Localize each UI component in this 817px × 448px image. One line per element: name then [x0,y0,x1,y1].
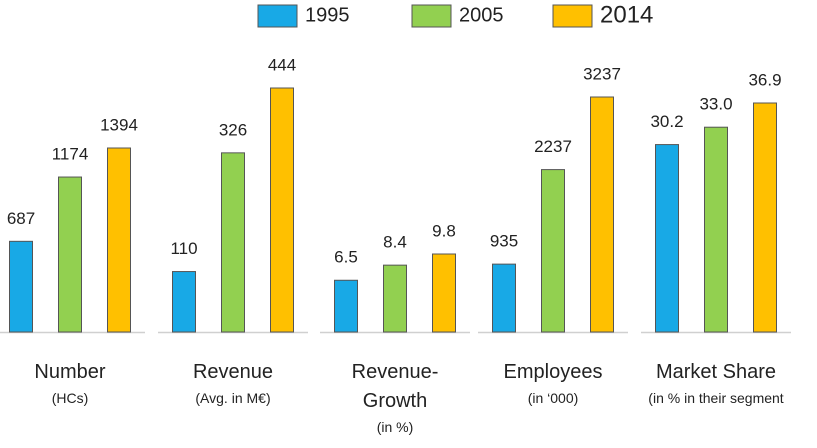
value-label: 30.2 [650,112,683,131]
value-label: 8.4 [383,233,407,252]
value-label: 9.8 [432,221,456,240]
bar [492,263,516,333]
category-note: (in %) [376,419,414,435]
legend-label: 1995 [305,4,350,26]
legend-swatch [257,4,298,28]
bar [590,96,614,333]
bar [655,144,679,333]
bar [334,279,358,333]
bar [221,152,245,333]
legend-swatch [552,4,593,28]
bar [270,87,294,333]
value-label: 6.5 [334,248,358,267]
value-label: 1394 [100,115,138,134]
category-group: Revenue (Avg. in M€) [148,358,318,409]
category-note: (Avg. in M€) [195,390,271,406]
category-group: Employees (in ‘000) [468,358,638,409]
bar [172,271,196,333]
bar [58,176,82,333]
legend-swatch [411,4,452,28]
category-group: Revenue-Growth (in %) [310,358,480,438]
value-label: 36.9 [748,70,781,89]
value-label: 33.0 [699,95,732,114]
bar [107,147,131,333]
bar [704,126,728,333]
bar [541,169,565,333]
bar [383,264,407,333]
value-label: 3237 [583,64,621,83]
category-note: (in % in their segment [648,390,784,406]
value-label: 1174 [52,145,89,164]
bar [9,240,33,333]
category-label: Number [34,361,106,383]
category-label: Market Share [655,361,777,383]
category-note: (in ‘000) [527,390,579,406]
category-note: (HCs) [51,390,89,406]
value-label: 110 [170,239,197,258]
value-label: 444 [268,55,296,74]
legend-label: 2014 [600,1,653,28]
category-group: Market Share (in % in their segment [631,358,801,409]
bar [753,102,777,333]
value-label: 2237 [534,137,572,156]
category-label: Revenue-Growth [351,361,439,412]
value-label: 935 [490,232,518,251]
legend-label: 2005 [459,4,504,26]
category-label: Revenue [192,361,274,383]
bar [432,253,456,333]
category-label: Employees [503,361,603,383]
value-label: 326 [219,120,247,139]
category-group: Number (HCs) [0,358,155,409]
value-label: 687 [7,209,35,228]
